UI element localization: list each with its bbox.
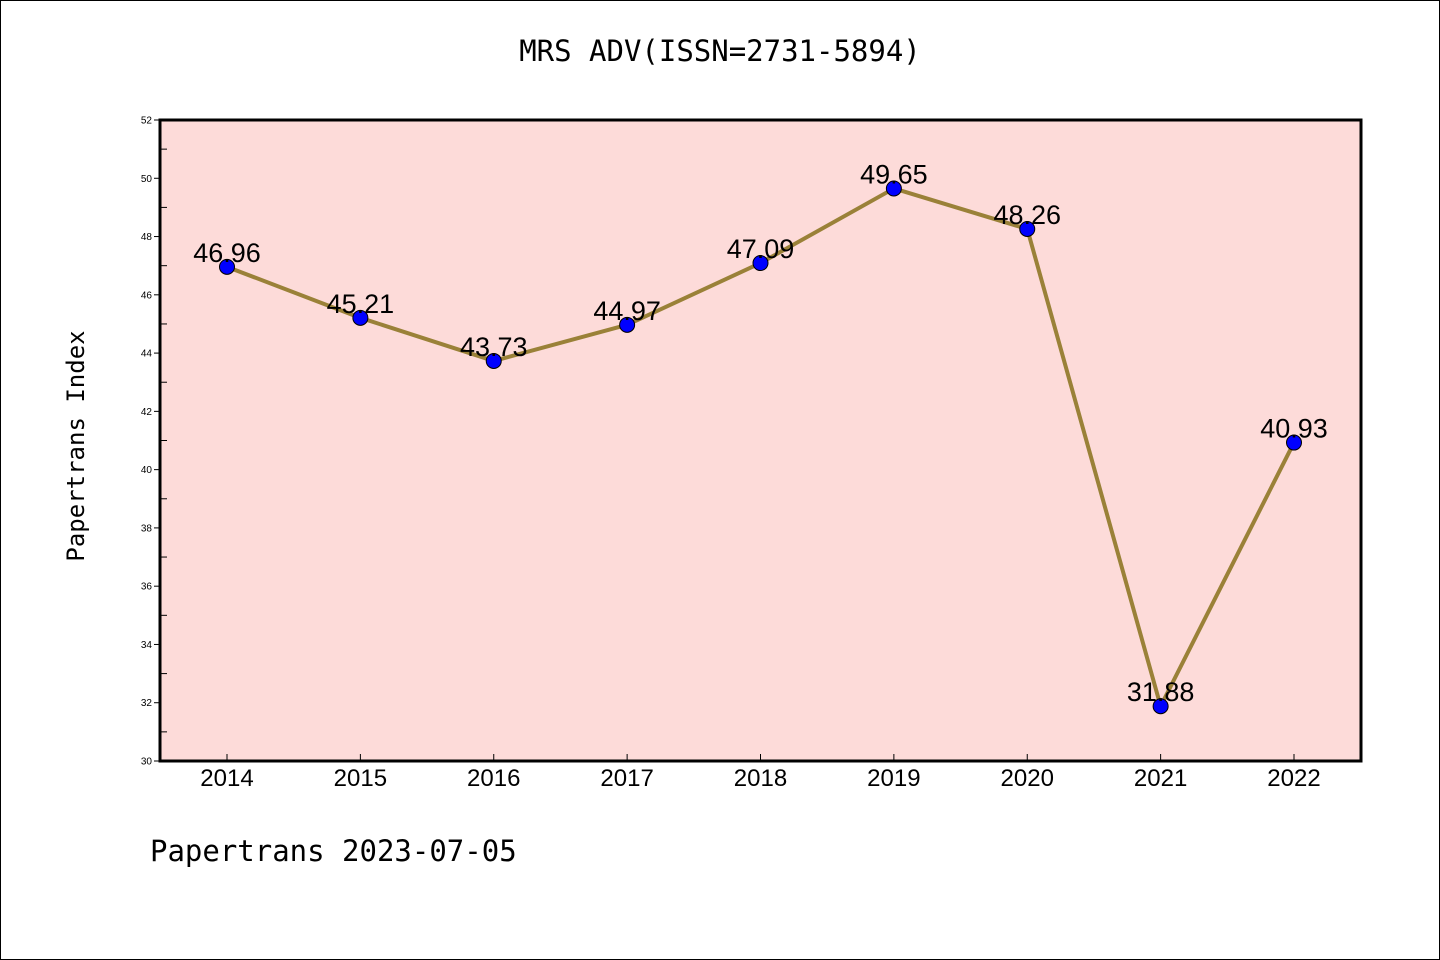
data-point xyxy=(1286,434,1302,451)
y-tick-label: 52 xyxy=(141,116,153,127)
y-tick-label: 40 xyxy=(141,465,153,476)
data-point xyxy=(219,258,235,275)
x-tick-label: 2014 xyxy=(200,765,253,792)
data-point xyxy=(1019,220,1036,237)
plot-area xyxy=(158,118,1363,763)
y-tick-label: 44 xyxy=(141,349,153,360)
data-point xyxy=(885,180,902,197)
data-point xyxy=(485,352,502,369)
y-tick-label: 38 xyxy=(141,523,153,534)
y-tick-label: 50 xyxy=(141,174,153,185)
y-tick-label: 32 xyxy=(141,698,153,709)
data-point xyxy=(619,316,636,333)
y-axis-ticks: 30 32 34 36 38 40 42 44 46 48 50 52 xyxy=(141,116,167,768)
x-tick-label: 2016 xyxy=(467,765,520,792)
x-tick-label: 2022 xyxy=(1267,765,1320,792)
data-label: 46.96 xyxy=(193,238,261,268)
x-tick-label: 2021 xyxy=(1134,765,1187,792)
y-tick-label: 42 xyxy=(141,407,153,418)
y-tick-label: 46 xyxy=(141,290,153,301)
x-tick-label: 2017 xyxy=(600,765,653,792)
x-tick-label: 2020 xyxy=(1001,765,1054,792)
y-tick-label: 30 xyxy=(141,757,153,768)
data-point xyxy=(1152,698,1169,715)
y-tick-label: 34 xyxy=(141,640,153,651)
y-tick-label: 48 xyxy=(141,232,153,243)
data-label: 47.09 xyxy=(727,234,795,264)
data-labels: 46.96 45.21 43.73 44.97 47.09 49.65 48.26 31.88… xyxy=(193,159,1328,707)
data-point xyxy=(752,255,769,272)
x-axis-ticks: 2014 2015 2016 2017 2018 2019 2020 2021 2022 xyxy=(200,754,1321,792)
footer-source-date: Papertrans 2023-07-05 xyxy=(150,834,517,868)
data-label: 49.65 xyxy=(860,159,928,189)
data-label: 40.93 xyxy=(1260,414,1328,444)
data-point xyxy=(352,309,369,326)
chart-title: MRS ADV(ISSN=2731-5894) xyxy=(519,34,921,68)
data-label: 45.21 xyxy=(327,289,395,319)
data-markers xyxy=(219,180,1302,715)
data-label: 43.73 xyxy=(460,332,528,362)
data-label: 44.97 xyxy=(593,296,661,326)
x-tick-label: 2018 xyxy=(734,765,787,792)
data-label: 48.26 xyxy=(993,200,1061,230)
data-label: 31.88 xyxy=(1127,677,1195,707)
y-tick-label: 36 xyxy=(141,582,153,593)
x-tick-label: 2019 xyxy=(867,765,920,792)
x-tick-label: 2015 xyxy=(334,765,387,792)
